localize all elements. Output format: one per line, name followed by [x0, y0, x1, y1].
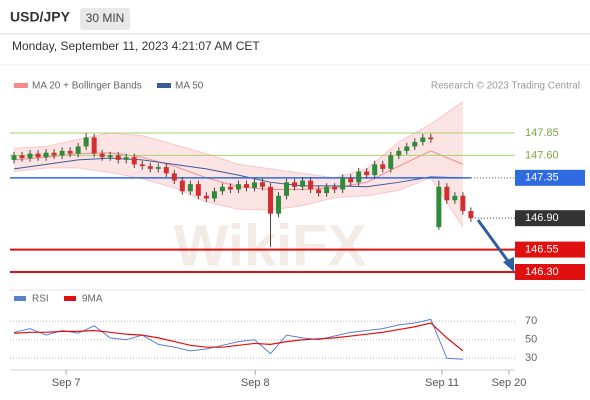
- level-box: [515, 169, 585, 186]
- level-label: 146.55: [525, 243, 559, 255]
- candle-body: [43, 152, 49, 158]
- candle-body: [356, 171, 362, 183]
- source: Research © 2023 Trading Central: [431, 81, 580, 92]
- candle-body: [332, 186, 338, 190]
- candle-body: [11, 155, 17, 160]
- rsi-tick-label: 50: [525, 334, 537, 346]
- candle-body: [428, 137, 434, 140]
- candle-body: [404, 146, 410, 151]
- bollinger-band: [14, 101, 463, 228]
- candle-body: [235, 184, 241, 190]
- candle-body: [243, 184, 249, 188]
- timestamp: Monday, September 11, 2023 4:21:07 AM CE…: [12, 39, 260, 53]
- candle-body: [155, 167, 161, 169]
- candle-body: [195, 184, 201, 196]
- level-label: 147.60: [525, 149, 559, 161]
- level-label: 147.85: [525, 127, 559, 139]
- x-tick-label: Sep 20: [492, 377, 527, 389]
- band-upper: [13, 101, 464, 179]
- level-label: 147.35: [525, 172, 559, 184]
- candle-body: [316, 189, 322, 194]
- x-tick-label: Sep 11: [425, 377, 459, 389]
- candle-body: [19, 155, 25, 159]
- candle-body: [340, 177, 346, 190]
- candle-body: [292, 182, 298, 187]
- timeframe: 30 MIN: [86, 11, 125, 25]
- candle-body: [276, 195, 282, 214]
- rsi-tick-label: 30: [525, 352, 537, 364]
- level-box: [515, 241, 585, 258]
- rsi-line: [13, 318, 463, 360]
- legend-swatch: [14, 83, 28, 88]
- candle-body: [219, 186, 225, 192]
- legend-swatch: [14, 296, 26, 301]
- candle-body: [171, 173, 177, 181]
- candle-body: [396, 150, 402, 156]
- candle-body: [468, 211, 474, 219]
- candle-body: [179, 180, 185, 192]
- candle-body: [115, 155, 121, 160]
- candle-body: [27, 153, 33, 159]
- candle-body: [300, 180, 306, 187]
- level-box: [515, 210, 585, 227]
- level-label: 146.30: [525, 266, 559, 278]
- arrow-head: [503, 257, 514, 272]
- candle-body: [284, 182, 290, 196]
- candle-body: [348, 177, 354, 183]
- x-tick-label: Sep 7: [52, 377, 81, 389]
- candle-body: [123, 157, 129, 160]
- candle-body: [444, 186, 450, 201]
- candle-body: [364, 171, 370, 176]
- candle-body: [51, 152, 57, 156]
- candle-body: [107, 155, 113, 158]
- projection-arrow: [476, 219, 512, 265]
- rsi-line: [13, 322, 464, 352]
- candle-body: [91, 137, 97, 154]
- candle-body: [324, 186, 330, 194]
- level-box: [515, 263, 585, 280]
- candle-body: [99, 153, 105, 158]
- candle-body: [75, 146, 81, 154]
- candle-body: [83, 137, 89, 147]
- x-tick-label: Sep 8: [241, 377, 270, 389]
- candle-body: [268, 186, 274, 214]
- candle-body: [203, 195, 209, 199]
- candle-body: [412, 141, 418, 147]
- legend-label: MA 50: [175, 81, 204, 92]
- candle-body: [260, 182, 265, 187]
- candle-body: [388, 155, 394, 169]
- rsi-tick-label: 70: [525, 315, 537, 327]
- candle-body: [452, 195, 458, 201]
- candle-body: [380, 164, 386, 169]
- candle-body: [139, 164, 145, 167]
- candle-body: [436, 186, 442, 228]
- candle-body: [59, 150, 65, 156]
- candle-body: [227, 186, 233, 190]
- legend-swatch: [157, 83, 171, 88]
- candle-body: [420, 137, 426, 142]
- candle-body: [308, 180, 314, 190]
- legend-label: MA 20 + Bollinger Bands: [32, 81, 142, 92]
- chart-title: USD/JPY: [10, 9, 71, 25]
- candle-body: [35, 153, 41, 158]
- candle-body: [131, 157, 137, 165]
- candle-body: [211, 191, 217, 199]
- legend-label: RSI: [32, 294, 49, 305]
- candle-body: [251, 182, 257, 188]
- band-lower: [13, 167, 464, 228]
- legend-swatch: [64, 296, 76, 301]
- candle-body: [187, 184, 193, 192]
- legend-label: 9MA: [82, 294, 103, 305]
- level-label: 146.90: [525, 212, 559, 224]
- candle-body: [147, 166, 153, 169]
- candle-body: [372, 164, 378, 176]
- candle-body: [163, 167, 169, 174]
- plot: MA 20 + Bollinger Bands MA 50 147.85 147.60…: [10, 81, 585, 389]
- candle-body: [67, 150, 73, 154]
- moving-average: [13, 157, 463, 188]
- candle-body: [460, 195, 466, 212]
- timeframe-badge: [80, 8, 130, 30]
